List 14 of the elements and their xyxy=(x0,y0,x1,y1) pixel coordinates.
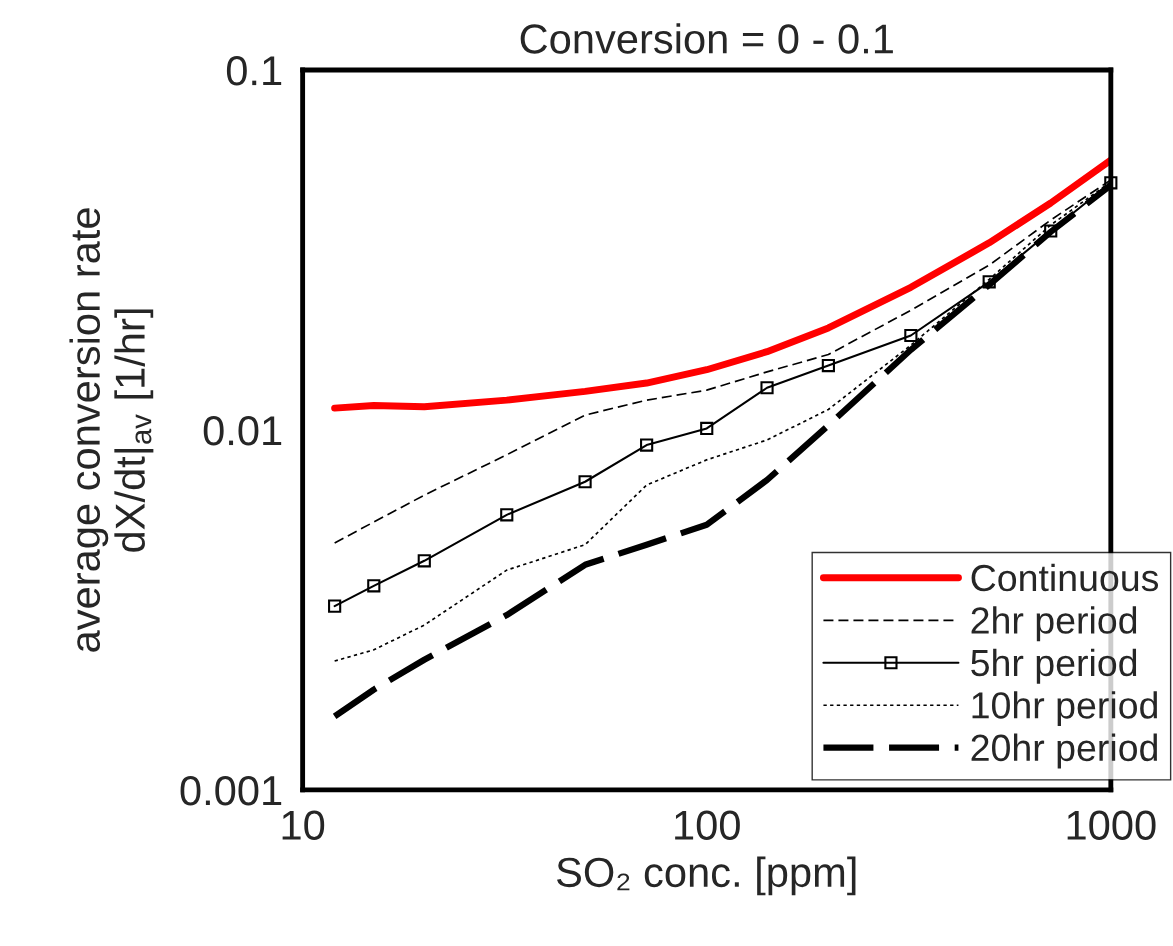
legend-label: 20hr period xyxy=(971,733,1157,769)
chart-title: Conversion = 0 - 0.1 xyxy=(520,23,893,54)
legend-label: 2hr period xyxy=(971,606,1137,642)
y-tick-label: 0.1 xyxy=(226,56,282,86)
legend-label: 10hr period xyxy=(972,691,1157,727)
x-tick-label: 10 xyxy=(282,810,325,840)
y-tick-label: 0.001 xyxy=(180,775,282,806)
x-axis-title: SO₂ conc. [ppm] xyxy=(556,856,856,896)
y-axis-title: average conversion rate dX/dt|$_{av}$ [1/hr] xyxy=(69,208,154,652)
legend-label: 5hr period xyxy=(971,648,1137,684)
x-tick-label: 1000 xyxy=(1067,810,1156,840)
y-tick-label: 0.01 xyxy=(203,415,282,446)
legend-label: Continuous xyxy=(971,563,1159,592)
x-tick-label: 100 xyxy=(675,810,740,840)
